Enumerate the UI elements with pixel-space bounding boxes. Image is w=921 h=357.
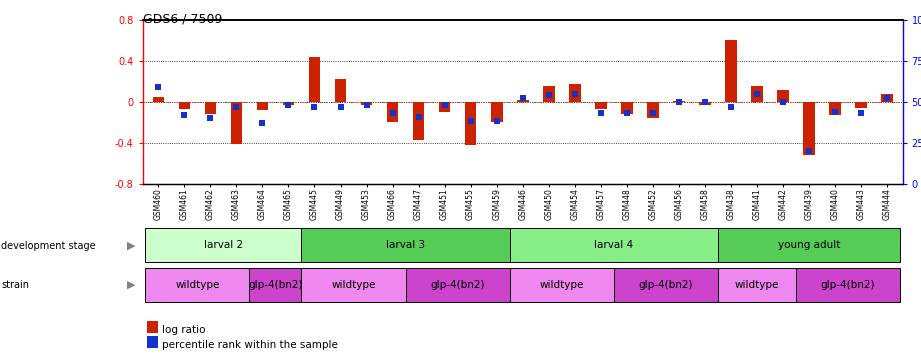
Bar [309, 56, 321, 102]
Text: larval 4: larval 4 [594, 240, 634, 251]
Point [880, 96, 894, 101]
Bar [230, 102, 242, 144]
Bar [595, 102, 607, 109]
Point [697, 99, 712, 105]
Bar [283, 102, 295, 105]
Point [542, 92, 556, 98]
Text: wildtype: wildtype [175, 280, 219, 290]
Bar [334, 79, 346, 102]
Point [151, 84, 166, 90]
Text: development stage: development stage [1, 241, 96, 251]
Bar [387, 102, 399, 122]
Point [646, 110, 660, 116]
Bar [146, 228, 301, 262]
Bar [569, 84, 580, 102]
Bar [613, 268, 717, 302]
Text: larval 3: larval 3 [386, 240, 426, 251]
Bar [509, 228, 717, 262]
Bar [361, 102, 372, 105]
Point [203, 115, 217, 121]
Point [567, 91, 582, 96]
Bar [517, 100, 529, 102]
Bar [413, 102, 425, 140]
Text: ▶: ▶ [127, 241, 135, 251]
Text: young adult: young adult [777, 240, 840, 251]
Bar [796, 268, 900, 302]
Bar [699, 102, 711, 105]
Bar [146, 268, 250, 302]
Bar [250, 268, 301, 302]
Bar [147, 321, 158, 333]
Point [411, 114, 426, 119]
Text: ▶: ▶ [127, 280, 135, 290]
Bar [147, 336, 158, 348]
Bar [509, 268, 613, 302]
Point [359, 102, 374, 108]
Bar [881, 94, 892, 102]
Text: log ratio: log ratio [162, 325, 205, 335]
Point [281, 102, 296, 108]
Text: strain: strain [1, 280, 29, 290]
Bar [405, 268, 509, 302]
Point [671, 99, 686, 105]
Bar [491, 102, 503, 122]
Point [255, 120, 270, 126]
Point [333, 104, 348, 110]
Bar [542, 86, 554, 102]
Bar [465, 102, 476, 145]
Bar [257, 102, 268, 110]
Point [385, 110, 400, 116]
Point [620, 110, 635, 116]
Bar [438, 102, 450, 112]
Bar [301, 228, 509, 262]
Bar [717, 268, 796, 302]
Point [489, 119, 504, 124]
Bar [803, 102, 815, 155]
Point [307, 104, 321, 110]
Bar [179, 102, 191, 109]
Text: GDS6 / 7509: GDS6 / 7509 [143, 12, 222, 25]
Bar [717, 228, 900, 262]
Point [229, 104, 244, 110]
Text: wildtype: wildtype [735, 280, 779, 290]
Point [828, 109, 843, 115]
Point [463, 119, 478, 124]
Point [437, 102, 452, 108]
Bar [725, 40, 737, 102]
Text: wildtype: wildtype [540, 280, 584, 290]
Text: glp-4(bn2): glp-4(bn2) [821, 280, 875, 290]
Bar [301, 268, 405, 302]
Bar [673, 101, 684, 102]
Point [515, 96, 530, 101]
Text: glp-4(bn2): glp-4(bn2) [638, 280, 693, 290]
Point [724, 104, 739, 110]
Text: glp-4(bn2): glp-4(bn2) [249, 280, 303, 290]
Bar [777, 90, 788, 102]
Point [177, 112, 192, 118]
Point [801, 148, 816, 154]
Point [775, 99, 790, 105]
Text: percentile rank within the sample: percentile rank within the sample [162, 340, 338, 350]
Bar [647, 102, 659, 118]
Bar [751, 86, 763, 102]
Bar [621, 102, 633, 114]
Point [854, 110, 869, 116]
Bar [855, 102, 867, 108]
Bar [153, 97, 164, 102]
Point [593, 110, 608, 116]
Bar [829, 102, 841, 115]
Text: glp-4(bn2): glp-4(bn2) [430, 280, 484, 290]
Text: wildtype: wildtype [332, 280, 376, 290]
Text: larval 2: larval 2 [204, 240, 243, 251]
Point [750, 91, 764, 96]
Bar [204, 102, 216, 114]
